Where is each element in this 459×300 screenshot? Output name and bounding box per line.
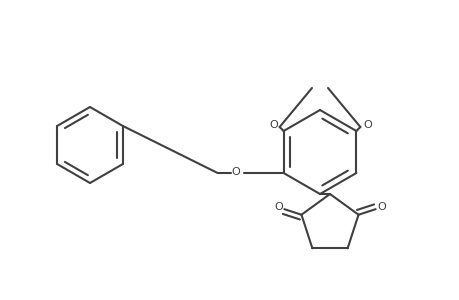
Text: O: O [274,202,282,212]
Text: O: O [362,120,371,130]
Text: O: O [376,202,385,212]
Text: O: O [269,120,277,130]
Text: O: O [231,167,240,177]
